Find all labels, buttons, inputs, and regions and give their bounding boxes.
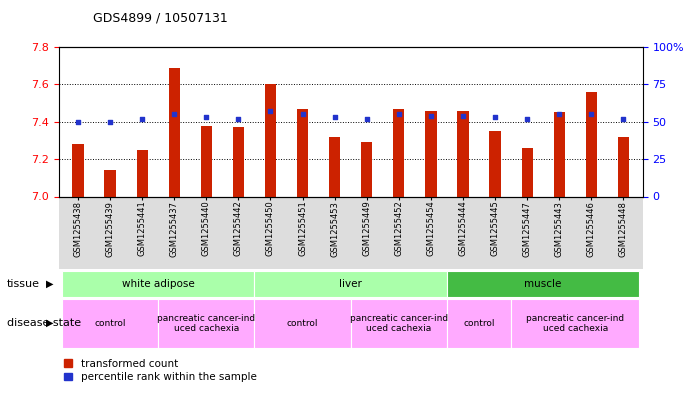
Bar <box>73 144 84 196</box>
Bar <box>254 299 350 348</box>
Bar <box>618 137 629 196</box>
Bar <box>62 299 158 348</box>
Point <box>137 116 148 122</box>
Point <box>329 114 340 121</box>
Text: disease state: disease state <box>7 318 81 328</box>
Text: control: control <box>463 319 495 328</box>
Point <box>361 116 372 122</box>
Text: pancreatic cancer-ind
uced cachexia: pancreatic cancer-ind uced cachexia <box>350 314 448 333</box>
Bar <box>62 271 254 297</box>
Bar <box>265 84 276 196</box>
Bar <box>350 299 447 348</box>
Bar <box>522 148 533 196</box>
Bar <box>489 131 501 196</box>
Text: muscle: muscle <box>524 279 562 289</box>
Bar <box>457 111 468 196</box>
Point <box>393 111 404 118</box>
Text: liver: liver <box>339 279 362 289</box>
Point <box>522 116 533 122</box>
Text: ▶: ▶ <box>46 279 53 289</box>
Point <box>233 116 244 122</box>
Bar <box>586 92 597 196</box>
Bar <box>425 111 437 196</box>
Text: tissue: tissue <box>7 279 40 289</box>
Bar <box>553 112 565 196</box>
Point <box>73 119 84 125</box>
Text: ▶: ▶ <box>46 318 53 328</box>
Text: GDS4899 / 10507131: GDS4899 / 10507131 <box>93 12 228 25</box>
Bar <box>169 68 180 196</box>
Bar <box>233 127 244 196</box>
Bar <box>447 271 639 297</box>
Text: pancreatic cancer-ind
uced cachexia: pancreatic cancer-ind uced cachexia <box>158 314 256 333</box>
Point <box>104 119 115 125</box>
Bar <box>511 299 639 348</box>
Point <box>169 111 180 118</box>
Bar <box>158 299 254 348</box>
Point <box>297 111 308 118</box>
Point <box>457 113 468 119</box>
Point <box>618 116 629 122</box>
Point <box>553 111 565 118</box>
Point <box>586 111 597 118</box>
Bar <box>447 299 511 348</box>
Bar <box>329 137 340 196</box>
Legend: transformed count, percentile rank within the sample: transformed count, percentile rank withi… <box>64 359 256 382</box>
Text: control: control <box>287 319 319 328</box>
Bar <box>104 171 115 196</box>
Bar <box>137 150 148 196</box>
Text: white adipose: white adipose <box>122 279 195 289</box>
Bar <box>200 126 212 196</box>
Point <box>489 114 500 121</box>
Bar <box>361 142 372 196</box>
Point <box>426 113 437 119</box>
Bar <box>297 109 308 196</box>
Text: pancreatic cancer-ind
uced cachexia: pancreatic cancer-ind uced cachexia <box>526 314 625 333</box>
Bar <box>393 109 404 196</box>
Text: control: control <box>94 319 126 328</box>
Point <box>201 114 212 121</box>
Point <box>265 108 276 114</box>
Bar <box>254 271 447 297</box>
